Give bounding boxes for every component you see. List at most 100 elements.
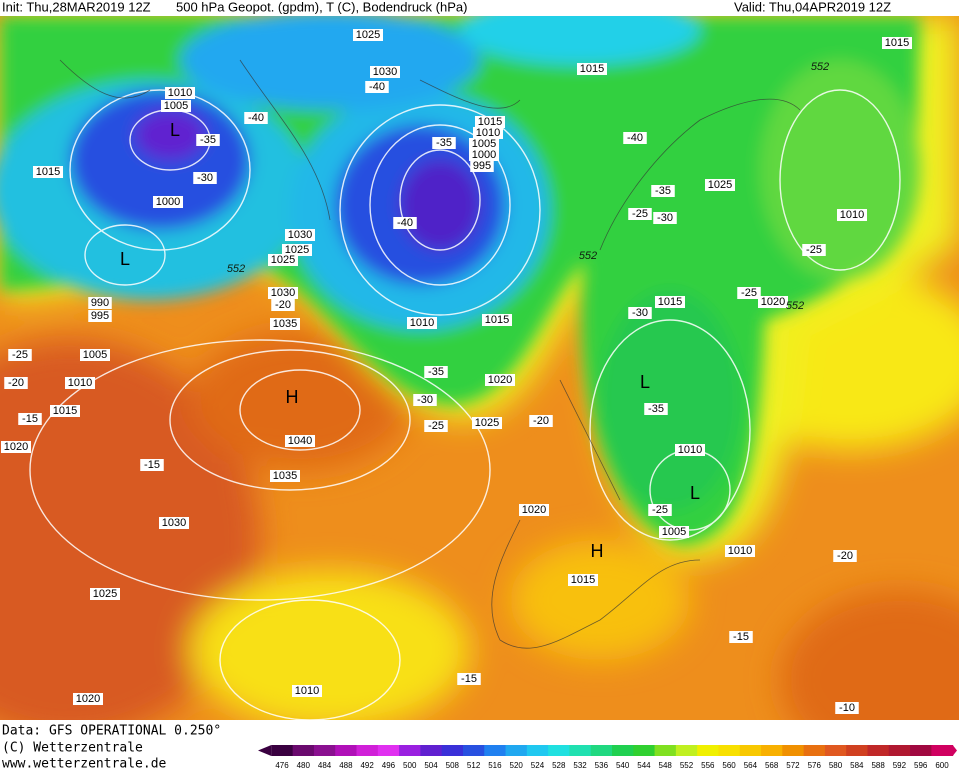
colorbar-tick-label: 572 — [786, 761, 800, 770]
low-marker: L — [690, 483, 700, 503]
description: 500 hPa Geopot. (gpdm), T (C), Bodendruc… — [176, 0, 467, 14]
pressure-label-box — [88, 310, 112, 322]
temperature-label: -35 — [436, 137, 452, 149]
temperature-label: -25 — [12, 349, 28, 361]
pressure-label: 1020 — [761, 296, 785, 308]
pressure-label-box — [270, 470, 300, 482]
colorbar-swatch — [633, 745, 656, 756]
pressure-label-box — [285, 435, 315, 447]
pressure-label-box — [475, 116, 505, 128]
temperature-label-box — [18, 413, 42, 425]
pressure-label-box — [472, 417, 502, 429]
pressure-label-box — [1, 441, 31, 453]
pressure-label-box — [80, 349, 110, 361]
temperature-label: -25 — [806, 244, 822, 256]
pressure-label: 1000 — [156, 196, 180, 208]
pressure-label-box — [370, 66, 400, 78]
temperature-label-box — [413, 394, 437, 406]
temperature-label-box — [648, 504, 672, 516]
colorbar-tick-label: 556 — [701, 761, 715, 770]
temperature-label: -30 — [657, 212, 673, 224]
colorbar-tick-label: 488 — [339, 761, 353, 770]
pressure-label-box — [33, 166, 63, 178]
colorbar-tick-label: 568 — [765, 761, 779, 770]
pressure-label: 1015 — [485, 314, 509, 326]
pressure-label: 1025 — [285, 244, 309, 256]
colorbar-swatch — [420, 745, 443, 756]
pressure-label: 1015 — [478, 116, 502, 128]
temperature-label-box — [4, 377, 28, 389]
colorbar-tick-label: 504 — [424, 761, 438, 770]
colorbar-swatch — [292, 745, 315, 756]
colorbar-swatch — [484, 745, 507, 756]
colorbar-tick-label: 520 — [510, 761, 524, 770]
temperature-label: -30 — [197, 172, 213, 184]
low-marker: L — [640, 372, 650, 392]
colorbar-swatch — [846, 745, 868, 756]
low-marker: L — [170, 120, 180, 140]
pressure-label: 995 — [91, 310, 109, 322]
pressure-label-box — [268, 254, 298, 266]
colorbar-swatch — [824, 745, 847, 756]
colorbar-tick-label: 512 — [467, 761, 481, 770]
pressure-label-box — [159, 517, 189, 529]
temperature-label-box — [393, 217, 417, 229]
pressure-label-box — [882, 37, 912, 49]
temperature-label: -40 — [248, 112, 264, 124]
pressure-label-box — [407, 317, 437, 329]
temperature-label: -35 — [648, 403, 664, 415]
temperature-label-box — [802, 244, 826, 256]
pressure-label: 1030 — [271, 287, 295, 299]
colorbar-swatch — [590, 745, 613, 756]
colorbar-tick-label: 508 — [446, 761, 460, 770]
temperature-label: -35 — [200, 134, 216, 146]
colorbar-tick-label: 476 — [275, 761, 289, 770]
pressure-label: 1015 — [36, 166, 60, 178]
pressure-label: 1020 — [522, 504, 546, 516]
temperature-label-box — [271, 299, 295, 311]
pressure-label-box — [50, 405, 80, 417]
pressure-label: 1005 — [164, 100, 188, 112]
colorbar: 476 480 484 488 492 496 500 504 508 512 516 520 524 5… — [258, 745, 957, 770]
colorbar-swatch — [313, 745, 336, 756]
temperature-label-box — [628, 208, 652, 220]
pressure-label: 1020 — [76, 693, 100, 705]
pressure-label-box — [675, 444, 705, 456]
pressure-label-box — [473, 127, 503, 139]
temperature-label: -20 — [533, 415, 549, 427]
pressure-label-box — [485, 374, 515, 386]
pressure-label: 1015 — [53, 405, 77, 417]
pressure-label: 990 — [91, 297, 109, 309]
temperature-label-box — [424, 420, 448, 432]
temperature-label: -20 — [837, 550, 853, 562]
colorbar-swatch — [462, 745, 485, 756]
pressure-label-box — [469, 138, 499, 150]
colorbar-tick-label: 548 — [659, 761, 673, 770]
high-marker: H — [591, 541, 604, 561]
temperature-label-box — [623, 132, 647, 144]
temperature-label-box — [651, 185, 675, 197]
pressure-label-box — [268, 287, 298, 299]
pressure-label: 1015 — [571, 574, 595, 586]
colorbar-tick-label: 524 — [531, 761, 545, 770]
pressure-label-box — [837, 209, 867, 221]
website: www.wetterzentrale.de — [2, 757, 167, 770]
colorbar-swatch — [335, 745, 358, 756]
temperature-label: -35 — [655, 185, 671, 197]
colorbar-tick-label: 564 — [744, 761, 758, 770]
pressure-label: 1035 — [273, 470, 297, 482]
temperature-label-box — [140, 459, 164, 471]
pressure-label-box — [270, 318, 300, 330]
colorbar-swatch — [675, 745, 698, 756]
pressure-label: 1030 — [373, 66, 397, 78]
colorbar-arrow-left — [258, 745, 272, 756]
temperature-label: -25 — [428, 420, 444, 432]
colorbar-swatch — [697, 745, 719, 756]
colorbar-swatch — [399, 745, 421, 756]
colorbar-tick-label: 576 — [808, 761, 822, 770]
colorbar-tick-label: 492 — [360, 761, 374, 770]
temperature-label: -15 — [144, 459, 160, 471]
temperature-label-box — [653, 212, 677, 224]
colorbar-swatch — [505, 745, 528, 756]
